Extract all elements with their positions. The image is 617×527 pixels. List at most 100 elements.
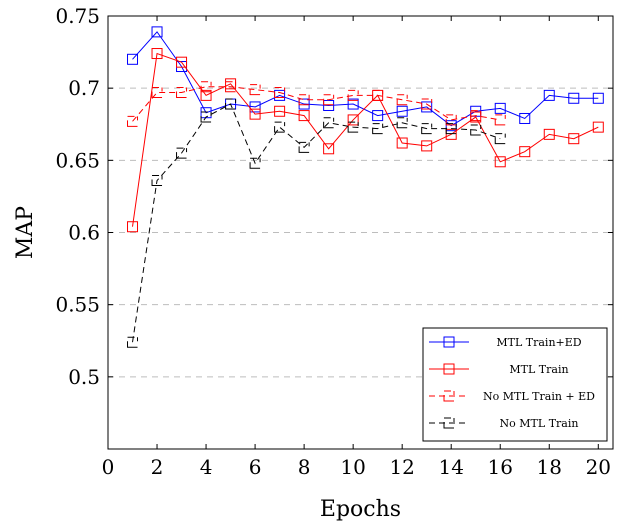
data-point [568,133,580,145]
data-point [421,123,433,135]
x-tick-label: 16 [488,455,513,479]
data-point [543,128,555,140]
data-point [470,110,482,122]
series-line [132,31,599,127]
legend-label: No MTL Train + ED [483,390,595,403]
x-tick-label: 18 [537,455,562,479]
data-point [543,89,555,101]
series-layer [127,26,604,348]
legend-marker [443,363,455,375]
data-point [200,89,212,101]
data-point [323,143,335,155]
legend-label: No MTL Train [500,417,579,430]
data-point [592,92,604,104]
legend-item: No MTL Train [429,417,578,430]
data-point [200,81,212,93]
data-point [445,114,457,126]
series-1 [127,26,604,132]
data-point [249,101,261,113]
data-point [151,86,163,98]
x-axis-title: Epochs [320,497,401,522]
data-point [347,89,359,101]
data-point [127,53,139,65]
data-point [176,56,188,68]
data-point [372,89,384,101]
y-tick-label: 0.7 [68,76,100,100]
series-line [132,103,501,343]
legend-marker [443,417,455,429]
data-point [200,111,212,123]
data-point [494,114,506,126]
data-point [396,137,408,149]
x-tick-label: 10 [340,455,365,479]
data-point [347,114,359,126]
legend-label: MTL Train+ED [496,336,581,349]
y-tick-label: 0.6 [68,221,100,245]
data-point [176,86,188,98]
data-point [249,157,261,169]
data-point [151,175,163,187]
data-point [298,110,310,122]
y-axis-title: MAP [13,206,38,259]
data-point [176,147,188,159]
y-tick-label: 0.65 [55,148,100,172]
y-tick-label: 0.75 [55,4,100,28]
x-tick-label: 12 [389,455,414,479]
legend-marker [443,336,455,348]
data-point [323,117,335,129]
data-point [519,112,531,124]
data-point [323,99,335,111]
data-point [274,105,286,117]
data-point [445,123,457,135]
legend: MTL Train+ED MTL Train No MTL Train + ED No… [422,327,608,442]
x-tick-label: 20 [586,455,611,479]
x-tick-label: 6 [249,455,262,479]
data-point [225,81,237,93]
data-point [127,336,139,348]
data-point [494,133,506,145]
data-point [127,115,139,127]
series-line [132,52,599,227]
data-point [249,108,261,120]
data-point [396,94,408,106]
data-point [445,128,457,140]
data-point [494,102,506,114]
x-tick-label: 14 [438,455,463,479]
data-point [519,146,531,158]
series-3 [127,81,506,127]
data-point [249,84,261,96]
data-point [298,141,310,153]
data-point [470,124,482,136]
data-point [151,26,163,38]
x-tick-label: 0 [102,455,115,479]
data-point [568,92,580,104]
data-point [396,105,408,117]
data-point [421,140,433,152]
data-point [592,121,604,133]
data-point [396,117,408,129]
legend-item: MTL Train+ED [429,336,582,349]
legend-marker [443,390,455,402]
data-point [421,98,433,110]
data-point [274,121,286,133]
legend-item: MTL Train [429,363,569,376]
x-tick-label: 8 [298,455,311,479]
x-tick-label: 2 [151,455,164,479]
series-line [132,86,501,122]
data-point [127,221,139,233]
series-4 [127,98,506,348]
y-tick-label: 0.55 [55,293,100,317]
data-point [347,121,359,133]
data-point [494,156,506,168]
data-point [347,98,359,110]
data-point [372,123,384,135]
axis-ticks: 0 2 4 6 8 10 12 14 16 18 20 0.5 0.55 0.6 0.65 0.7 0.75 [55,4,613,479]
data-point [372,110,384,122]
data-point [323,94,335,106]
data-point [298,94,310,106]
data-point [274,86,286,98]
legend-label: MTL Train [509,363,568,376]
data-point [151,48,163,60]
data-point [225,98,237,110]
